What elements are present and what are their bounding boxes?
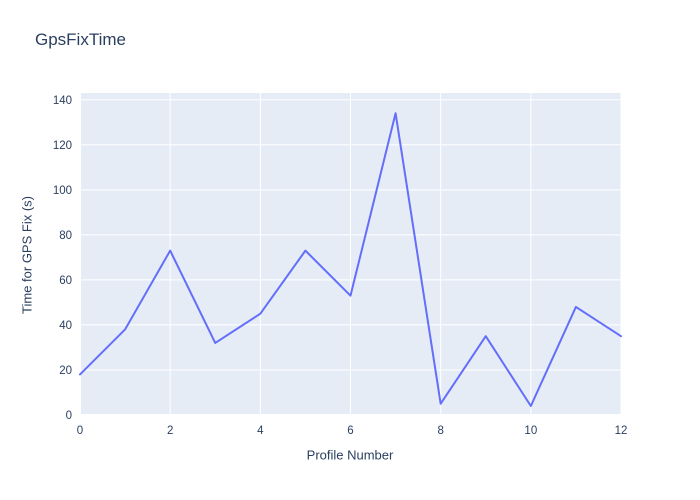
y-tick-label: 40 (59, 320, 72, 332)
y-tick-label: 140 (53, 95, 72, 107)
y-tick-label: 20 (59, 365, 72, 377)
y-tick-label: 120 (53, 140, 72, 152)
x-tick-label: 6 (347, 425, 353, 437)
x-tick-label: 4 (257, 425, 264, 437)
x-tick-label: 2 (167, 425, 173, 437)
y-tick-label: 100 (53, 185, 72, 197)
x-tick-label: 0 (77, 425, 83, 437)
y-tick-label: 0 (66, 410, 72, 422)
chart-title: GpsFixTime (35, 30, 126, 49)
x-axis-title: Profile Number (306, 447, 394, 463)
x-tick-label: 10 (524, 425, 537, 437)
x-tick-label: 8 (437, 425, 443, 437)
y-tick-label: 60 (59, 275, 72, 287)
y-axis-title: Time for GPS Fix (s) (19, 196, 35, 314)
y-tick-label: 80 (59, 230, 72, 242)
x-tick-label: 12 (615, 425, 628, 437)
